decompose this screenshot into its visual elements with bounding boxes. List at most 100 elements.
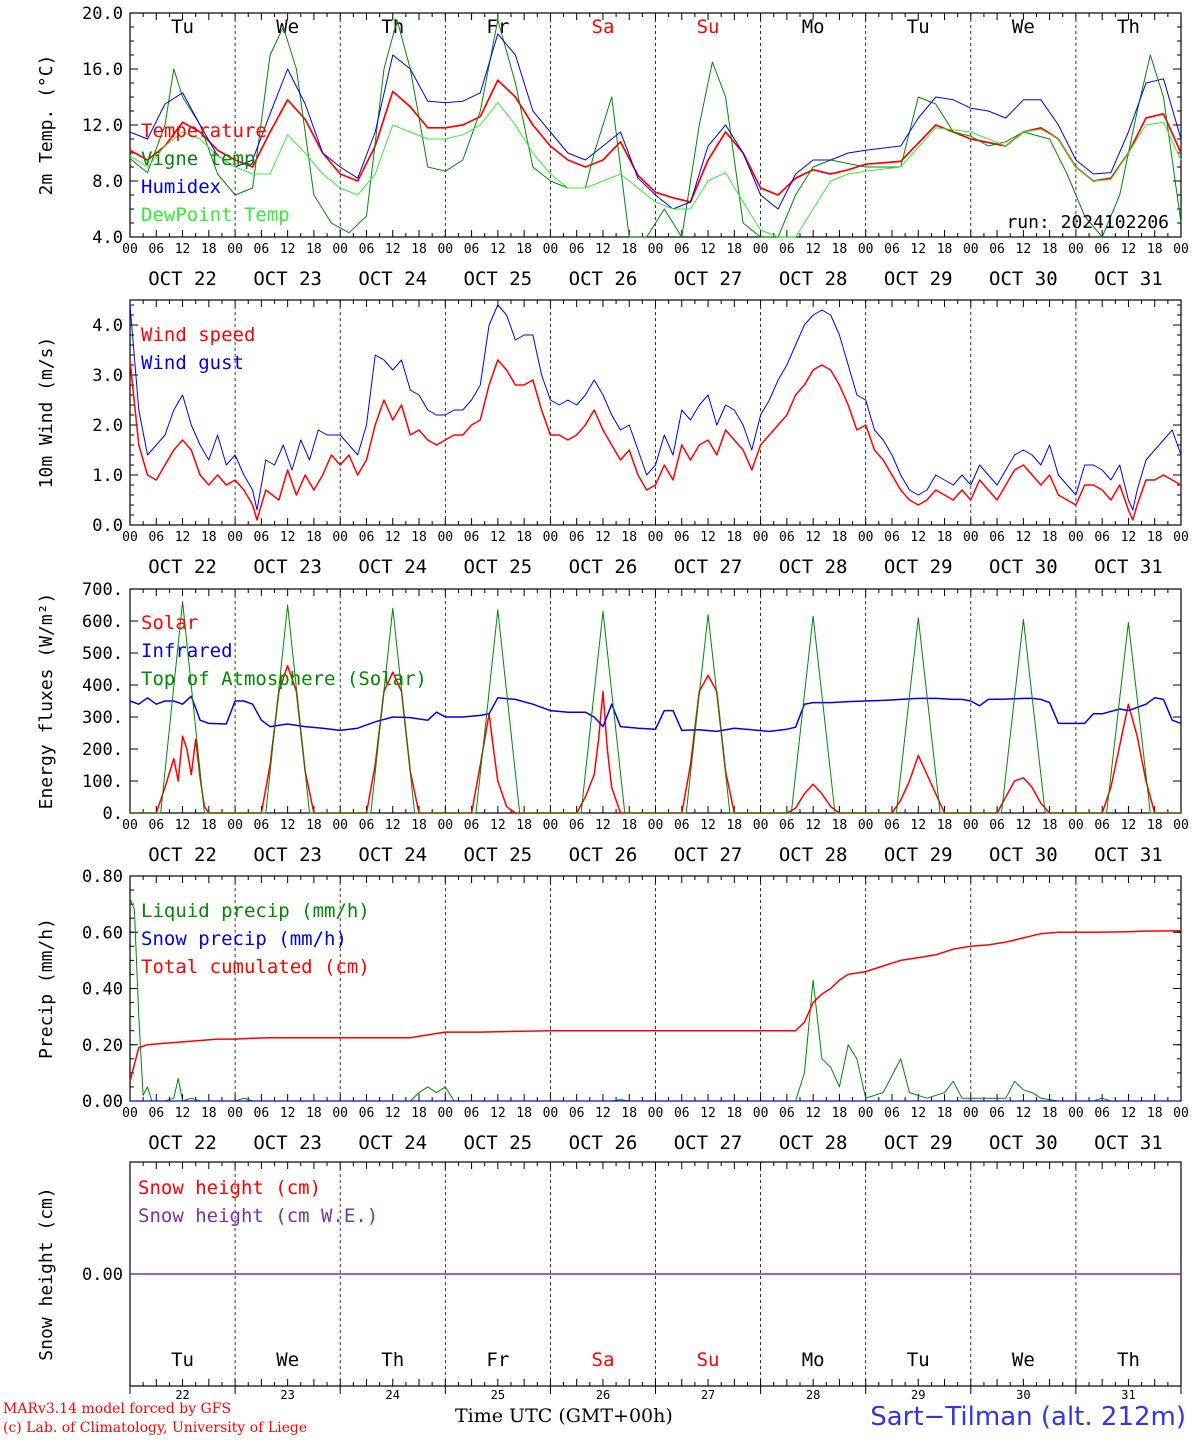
- hour-tick-label: 18: [937, 1106, 953, 1121]
- hour-tick-label: 00: [648, 1106, 664, 1121]
- day-label: OCT 25: [464, 1132, 533, 1154]
- hour-tick-label: 18: [937, 818, 953, 833]
- day-label: OCT 24: [358, 268, 427, 290]
- hour-tick-label: 00: [437, 530, 453, 545]
- y-tick-label: 12.0: [82, 116, 123, 136]
- day-label: OCT 28: [779, 556, 848, 578]
- hour-tick-label: 00: [437, 242, 453, 257]
- hour-tick-label: 12: [1016, 242, 1032, 257]
- y-tick-label: 700.: [82, 580, 123, 600]
- y-tick-label: 4.0: [92, 228, 123, 248]
- date-number: 23: [280, 1388, 294, 1402]
- hour-tick-label: 18: [411, 242, 427, 257]
- y-tick-label: 200.: [82, 740, 123, 760]
- y-tick-label: 20.0: [82, 4, 123, 24]
- legend-entry: Wind speed: [141, 324, 255, 346]
- hour-tick-label: 00: [753, 818, 769, 833]
- date-number: 28: [806, 1388, 820, 1402]
- day-label: OCT 28: [779, 844, 848, 866]
- hour-tick-label: 06: [569, 242, 585, 257]
- hour-tick-label: 00: [543, 530, 559, 545]
- hour-tick-label: 00: [1173, 530, 1189, 545]
- y-tick-label: 1.0: [92, 466, 123, 486]
- hour-tick-label: 00: [543, 818, 559, 833]
- weekday-label: Th: [381, 16, 404, 38]
- hour-tick-label: 18: [1042, 1106, 1058, 1121]
- panel-wind: 0.0 1.0 2.0 3.0 4.0 10m Wind (m/s) 00 06 12 18 00 0…: [36, 299, 1189, 578]
- y-tick-label: 2.0: [92, 416, 123, 436]
- hour-tick-label: 12: [595, 242, 611, 257]
- hour-tick-label: 18: [306, 530, 322, 545]
- date-number: 25: [491, 1388, 505, 1402]
- hour-tick-label: 00: [1173, 1106, 1189, 1121]
- hour-tick-label: 06: [884, 818, 900, 833]
- hour-tick-label: 00: [963, 1106, 979, 1121]
- hour-tick-label: 12: [385, 1106, 401, 1121]
- hour-tick-label: 18: [726, 818, 742, 833]
- hour-tick-label: 00: [227, 1106, 243, 1121]
- y-tick-label: 3.0: [92, 366, 123, 386]
- hour-tick-label: 06: [569, 818, 585, 833]
- hour-tick-label: 18: [516, 530, 532, 545]
- legend-entry: Humidex: [141, 176, 221, 198]
- day-label: OCT 26: [569, 556, 638, 578]
- hour-tick-label: 12: [1121, 818, 1137, 833]
- hour-tick-label: 18: [201, 818, 217, 833]
- hour-tick-label: 12: [910, 530, 926, 545]
- hour-tick-label: 00: [753, 530, 769, 545]
- day-label: OCT 27: [674, 844, 743, 866]
- day-label: OCT 23: [253, 556, 322, 578]
- plot-frame: [129, 299, 1182, 526]
- hour-tick-label: 12: [1016, 1106, 1032, 1121]
- hour-tick-label: 12: [1121, 1106, 1137, 1121]
- day-label: OCT 31: [1094, 844, 1163, 866]
- y-axis-label: Precip (mm/h): [36, 918, 57, 1059]
- hour-tick-label: 06: [359, 530, 375, 545]
- station-title: Sart−Tilman (alt. 212m): [870, 1402, 1186, 1432]
- hour-tick-label: 18: [201, 530, 217, 545]
- y-tick-label: 0.20: [82, 1036, 123, 1056]
- hour-tick-label: 06: [674, 1106, 690, 1121]
- hour-tick-label: 00: [227, 818, 243, 833]
- hour-tick-label: 00: [437, 1106, 453, 1121]
- day-label: OCT 26: [569, 1132, 638, 1154]
- hour-tick-label: 06: [569, 1106, 585, 1121]
- hour-tick-label: 00: [753, 242, 769, 257]
- weekday-label: Fr: [486, 1349, 509, 1371]
- hour-tick-label: 06: [254, 242, 270, 257]
- hour-tick-label: 12: [1121, 242, 1137, 257]
- hour-tick-label: 00: [1068, 242, 1084, 257]
- hour-tick-label: 12: [805, 1106, 821, 1121]
- hour-tick-label: 18: [1147, 1106, 1163, 1121]
- hour-tick-label: 06: [989, 530, 1005, 545]
- y-tick-label: 0.80: [82, 867, 123, 887]
- day-label: OCT 22: [148, 556, 217, 578]
- weekday-label: Su: [697, 1349, 720, 1371]
- y-tick-label: 8.0: [92, 172, 123, 192]
- hour-tick-label: 06: [674, 242, 690, 257]
- hour-tick-label: 12: [805, 818, 821, 833]
- day-label: OCT 28: [779, 268, 848, 290]
- hour-tick-label: 12: [175, 242, 191, 257]
- hour-tick-label: 06: [674, 818, 690, 833]
- hour-tick-label: 06: [1094, 1106, 1110, 1121]
- date-number: 24: [386, 1388, 400, 1402]
- hour-tick-label: 06: [464, 242, 480, 257]
- hour-tick-label: 18: [621, 818, 637, 833]
- hour-tick-label: 00: [332, 530, 348, 545]
- hour-tick-label: 06: [148, 1106, 164, 1121]
- hour-tick-label: 12: [175, 818, 191, 833]
- hour-tick-label: 12: [595, 818, 611, 833]
- day-label: OCT 31: [1094, 556, 1163, 578]
- hour-tick-label: 06: [359, 1106, 375, 1121]
- day-label: OCT 29: [884, 1132, 953, 1154]
- day-label: OCT 25: [464, 556, 533, 578]
- weekday-label: Th: [1117, 16, 1140, 38]
- hour-tick-label: 00: [332, 818, 348, 833]
- hour-tick-label: 06: [884, 242, 900, 257]
- weekday-label: Th: [1117, 1349, 1140, 1371]
- date-number: 26: [596, 1388, 610, 1402]
- hour-tick-label: 00: [963, 818, 979, 833]
- hour-tick-label: 18: [621, 530, 637, 545]
- day-label: OCT 23: [253, 844, 322, 866]
